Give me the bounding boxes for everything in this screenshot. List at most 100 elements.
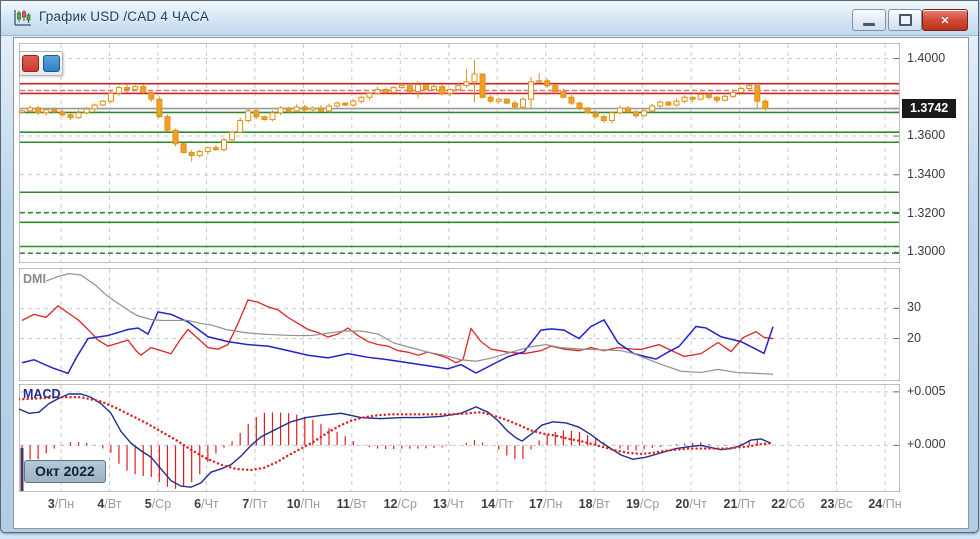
candle: [584, 107, 591, 114]
candle: [19, 110, 25, 113]
x-axis-label: 3/Пн: [47, 497, 75, 511]
candle: [358, 96, 365, 102]
time-axis: 3/Пн 4/Вт 5/Ср 6/Чт 7/Пт 10/Пн 11/Вт 12/Ср 13/Чт…: [1, 495, 980, 519]
x-axis-label: 23/Вс: [820, 497, 853, 511]
candle: [503, 98, 510, 104]
x-axis-label: 21/Пт: [723, 497, 756, 511]
macd-label: MACD: [23, 387, 61, 401]
candle: [576, 102, 583, 109]
candle: [705, 93, 712, 98]
candle: [390, 87, 397, 93]
candle: [156, 98, 163, 118]
candle: [212, 147, 219, 151]
x-axis-label: 11/Вт: [336, 497, 367, 511]
candle: [681, 96, 688, 102]
candle: [188, 152, 195, 156]
candle: [91, 104, 98, 110]
candle: [592, 112, 599, 118]
macd-axis-label: +0.000: [907, 437, 946, 452]
candle: [317, 107, 324, 112]
red-square-button[interactable]: [22, 55, 39, 72]
price-chart-panel[interactable]: [18, 42, 901, 264]
candle: [746, 85, 753, 90]
candle: [649, 105, 656, 112]
candle: [439, 86, 446, 94]
candle: [511, 102, 518, 108]
candle: [366, 92, 373, 98]
month-period-label: Окт 2022: [24, 460, 106, 483]
candle: [285, 107, 292, 112]
x-axis-label: 17/Пн: [529, 497, 563, 511]
minus_di_blue: [21, 311, 774, 375]
candle: [27, 107, 34, 112]
candle: [552, 85, 559, 92]
x-axis-label: 14/Пт: [481, 497, 514, 511]
macd-indicator-panel[interactable]: [17, 383, 901, 493]
candle: [221, 139, 227, 151]
price-chart-svg: [18, 42, 901, 264]
candle: [75, 112, 82, 119]
candle: [616, 107, 623, 114]
x-axis-label: 22/Сб: [771, 497, 805, 511]
dmi-axis-label: 20: [907, 330, 921, 345]
candle: [544, 80, 551, 87]
blue-square-button[interactable]: [43, 55, 60, 72]
candle: [754, 85, 761, 102]
candle: [519, 98, 526, 108]
candle: [423, 84, 429, 91]
chart-mini-toolbar: [19, 51, 63, 76]
dmi-indicator-panel[interactable]: [18, 267, 901, 382]
candle: [326, 105, 333, 112]
close-button[interactable]: ✕: [922, 9, 968, 31]
macd-svg: [17, 383, 901, 493]
candle: [350, 100, 357, 106]
price-axis-label: 1.3000: [907, 244, 946, 259]
x-axis-label: 7/Пт: [242, 497, 268, 511]
candle: [431, 86, 438, 91]
minimize-button[interactable]: [852, 9, 886, 31]
candle: [447, 89, 454, 94]
candle: [277, 107, 284, 114]
candle: [713, 96, 720, 101]
candlestick-chart-icon: [14, 10, 31, 26]
dmi-axis-label: 30: [907, 300, 921, 315]
x-axis-label: 24/Пн: [868, 497, 902, 511]
candle: [35, 107, 42, 114]
candle: [269, 112, 276, 121]
candle: [342, 102, 349, 106]
candle: [107, 92, 114, 102]
minimize-icon: [863, 22, 875, 26]
candle: [406, 85, 413, 92]
dmi-label: DMI: [23, 272, 46, 286]
candle: [568, 96, 575, 104]
title-bar[interactable]: График USD /CAD 4 ЧАСА ✕: [1, 1, 978, 36]
candle: [641, 110, 648, 117]
maximize-button[interactable]: [888, 9, 922, 31]
candle: [51, 109, 58, 113]
x-axis-label: 5/Ср: [144, 497, 172, 511]
candle: [301, 106, 308, 111]
x-axis-label: 12/Ср: [383, 497, 417, 511]
window-title: График USD /CAD 4 ЧАСА: [39, 9, 209, 24]
x-axis-label: 13/Чт: [433, 497, 465, 511]
candle: [164, 116, 171, 131]
candle: [293, 106, 300, 112]
candle: [59, 111, 66, 116]
candle: [140, 86, 147, 93]
candle: [83, 108, 90, 114]
candle: [374, 89, 381, 94]
candle: [633, 111, 640, 117]
candle: [398, 85, 405, 89]
candle: [196, 151, 203, 156]
price-chart-frame: [18, 42, 901, 264]
candle: [204, 147, 211, 153]
candle: [697, 93, 704, 100]
x-axis-label: 4/Вт: [97, 497, 122, 511]
candle: [124, 87, 131, 91]
candle: [309, 107, 316, 111]
candle: [237, 120, 244, 133]
candle: [495, 98, 502, 102]
adx_gray: [45, 272, 774, 375]
